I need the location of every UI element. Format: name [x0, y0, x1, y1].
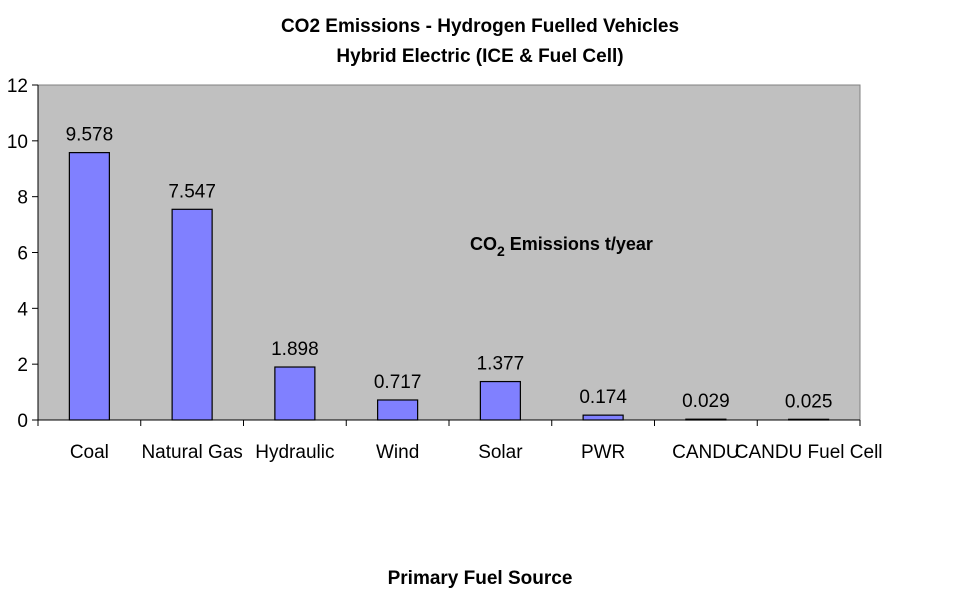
y-tick-label: 12 — [7, 76, 28, 97]
data-label: 0.174 — [579, 387, 627, 408]
bar — [479, 380, 521, 421]
annotation-text: Emissions t/year — [505, 234, 653, 254]
data-label: 0.029 — [682, 391, 730, 412]
y-tick-label: 8 — [17, 188, 28, 209]
x-axis-label: Primary Fuel Source — [388, 568, 573, 589]
y-tick-label: 6 — [17, 244, 28, 265]
data-label: 0.025 — [785, 391, 833, 412]
chart-subtitle: Hybrid Electric (ICE & Fuel Cell) — [336, 46, 623, 67]
annotation-text: CO — [470, 234, 497, 254]
data-label: 1.377 — [477, 354, 525, 375]
x-tick-label: CANDU Fuel Cell — [735, 442, 883, 463]
y-tick-label: 2 — [17, 355, 28, 376]
bar — [685, 418, 727, 421]
data-label: 0.717 — [374, 372, 422, 393]
x-tick-label: Wind — [376, 442, 419, 463]
data-label: 9.578 — [66, 125, 114, 146]
bar — [788, 418, 830, 421]
chart-title: CO2 Emissions - Hydrogen Fuelled Vehicle… — [281, 16, 679, 37]
bar — [68, 152, 110, 421]
bar — [274, 366, 316, 421]
x-tick-label: PWR — [581, 442, 625, 463]
x-tick-label: CANDU — [672, 442, 740, 463]
bar — [582, 414, 624, 421]
annotation: CO2 Emissions t/year — [470, 234, 653, 259]
plot-area — [37, 84, 861, 421]
y-tick-label: 10 — [7, 132, 28, 153]
annotation-subscript: 2 — [497, 243, 505, 259]
x-tick-label: Solar — [478, 442, 523, 463]
y-tick-label: 0 — [17, 411, 28, 432]
data-label: 7.547 — [168, 181, 216, 202]
x-tick-label: Coal — [70, 442, 109, 463]
x-tick-label: Natural Gas — [141, 442, 242, 463]
bar — [377, 399, 419, 421]
data-label: 1.898 — [271, 339, 319, 360]
bar — [171, 208, 213, 421]
x-tick-label: Hydraulic — [255, 442, 334, 463]
y-tick-label: 4 — [17, 299, 28, 320]
